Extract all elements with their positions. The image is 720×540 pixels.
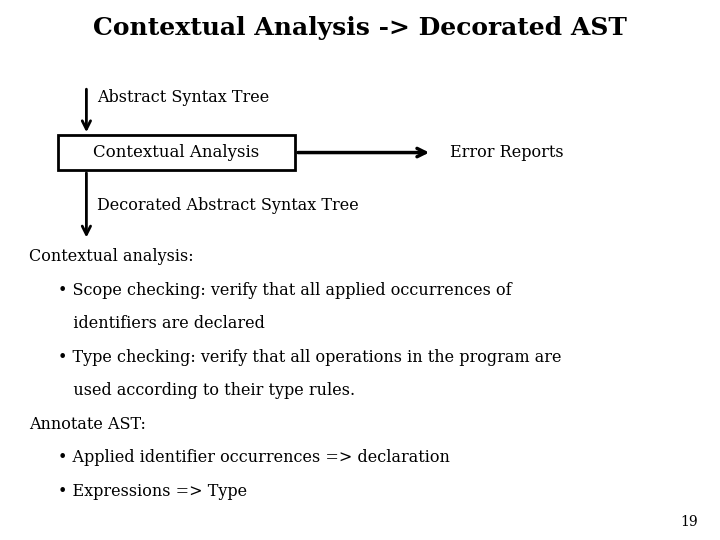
Text: Abstract Syntax Tree: Abstract Syntax Tree [97, 89, 269, 106]
Text: Error Reports: Error Reports [450, 144, 564, 161]
Text: • Expressions => Type: • Expressions => Type [58, 483, 247, 500]
Text: 19: 19 [681, 515, 698, 529]
Text: identifiers are declared: identifiers are declared [58, 315, 264, 332]
Text: used according to their type rules.: used according to their type rules. [58, 382, 355, 399]
Text: • Applied identifier occurrences => declaration: • Applied identifier occurrences => decl… [58, 449, 449, 466]
Text: Contextual analysis:: Contextual analysis: [29, 248, 194, 265]
Text: Decorated Abstract Syntax Tree: Decorated Abstract Syntax Tree [97, 197, 359, 214]
FancyBboxPatch shape [58, 135, 295, 170]
Text: Contextual Analysis -> Decorated AST: Contextual Analysis -> Decorated AST [93, 16, 627, 40]
Text: Annotate AST:: Annotate AST: [29, 416, 145, 433]
Text: • Type checking: verify that all operations in the program are: • Type checking: verify that all operati… [58, 349, 561, 366]
Text: • Scope checking: verify that all applied occurrences of: • Scope checking: verify that all applie… [58, 282, 511, 299]
Text: Contextual Analysis: Contextual Analysis [94, 144, 259, 161]
